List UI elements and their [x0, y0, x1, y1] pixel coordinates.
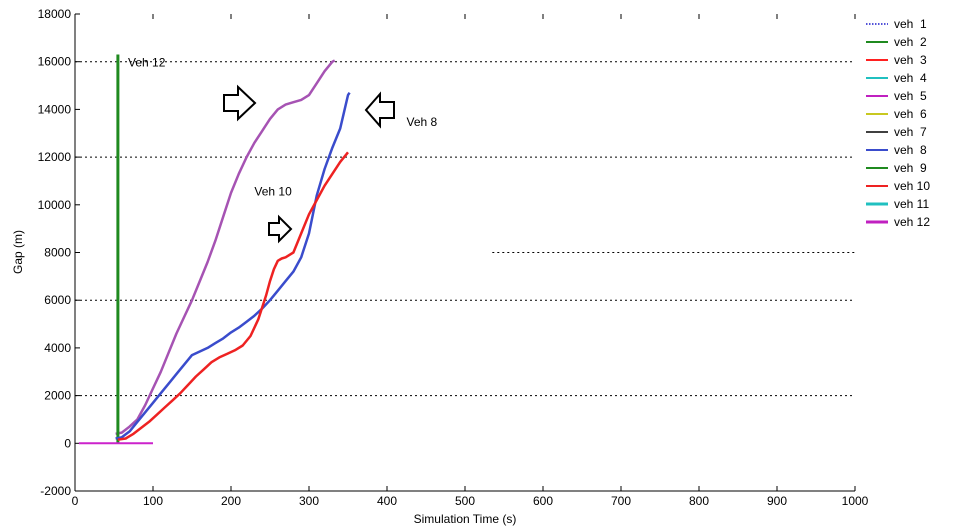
- annotation-label: Veh 8: [407, 115, 438, 129]
- grid-lines: [75, 61, 855, 397]
- series-line-veh-8: [115, 92, 351, 440]
- series: [78, 54, 351, 445]
- legend-label: veh 10: [894, 179, 930, 193]
- y-tick-label: 14000: [38, 102, 72, 116]
- x-tick-label: 100: [143, 494, 163, 508]
- y-tick-label: 2000: [44, 389, 71, 403]
- series-line-purple-leader: [115, 59, 336, 436]
- y-tick-label: 6000: [44, 293, 71, 307]
- legend-label: veh 7: [894, 125, 927, 139]
- legend-label: veh 6: [894, 107, 927, 121]
- y-tick-label: 4000: [44, 341, 71, 355]
- legend-label: veh 11: [894, 197, 929, 211]
- legend-label: veh 1: [894, 17, 927, 31]
- y-ticks: -2000 0 2000 4000 6000 8000 10000 12000 14000 160…: [38, 7, 80, 498]
- legend-label: veh 8: [894, 143, 927, 157]
- legend-label: veh 5: [894, 89, 927, 103]
- y-tick-label: 0: [64, 436, 71, 450]
- y-tick-label: -2000: [40, 484, 71, 498]
- x-tick-label: 900: [767, 494, 787, 508]
- legend-label: veh 2: [894, 35, 927, 49]
- y-tick-label: 10000: [38, 198, 72, 212]
- x-tick-label: 300: [299, 494, 319, 508]
- annotation-label: Veh 10: [254, 184, 292, 198]
- x-tick-label: 700: [611, 494, 631, 508]
- y-tick-label: 8000: [44, 246, 71, 260]
- legend-label: veh 9: [894, 161, 927, 175]
- legend-label: veh 12: [894, 215, 930, 229]
- x-axis-label: Simulation Time (s): [414, 512, 517, 526]
- annotations: Veh 12 Veh 8 Veh 10: [128, 55, 437, 198]
- x-tick-label: 200: [221, 494, 241, 508]
- legend-label: veh 3: [894, 53, 927, 67]
- arrows: [223, 84, 395, 244]
- right-arrow-icon: [223, 84, 257, 122]
- legend-label: veh 4: [894, 71, 927, 85]
- x-tick-label: 400: [377, 494, 397, 508]
- x-tick-label: 500: [455, 494, 475, 508]
- x-tick-label: 600: [533, 494, 553, 508]
- right-arrow-icon: [268, 214, 293, 244]
- legend: veh 1 veh 2 veh 3 veh 4 veh 5 veh 6 veh 7 veh 8…: [866, 17, 930, 229]
- y-tick-label: 16000: [38, 55, 72, 69]
- y-tick-label: 12000: [38, 150, 72, 164]
- x-tick-label: 800: [689, 494, 709, 508]
- series-line-veh-10: [117, 151, 349, 441]
- y-axis-label: Gap (m): [11, 230, 25, 274]
- y-tick-label: 18000: [38, 7, 72, 21]
- annotation-label: Veh 12: [128, 55, 166, 69]
- x-tick-label: 0: [72, 494, 79, 508]
- left-arrow-icon: [364, 91, 395, 129]
- x-tick-label: 1000: [842, 494, 869, 508]
- x-ticks: 0 100 200 300 400 500 600 700 800 900 1000: [72, 14, 869, 508]
